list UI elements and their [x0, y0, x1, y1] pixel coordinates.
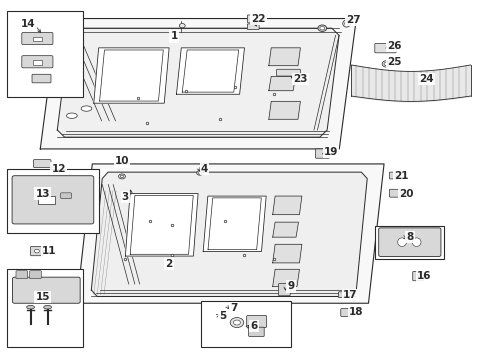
Bar — [7, 12, 83, 97]
Ellipse shape — [397, 238, 406, 247]
FancyBboxPatch shape — [61, 193, 71, 199]
Bar — [374, 226, 443, 258]
Text: 13: 13 — [36, 189, 50, 199]
FancyBboxPatch shape — [33, 159, 51, 167]
FancyBboxPatch shape — [22, 32, 53, 45]
Text: 18: 18 — [348, 307, 363, 317]
Bar — [7, 269, 83, 347]
Bar — [33, 37, 41, 41]
Polygon shape — [94, 48, 169, 103]
Polygon shape — [125, 194, 198, 256]
FancyBboxPatch shape — [276, 69, 300, 76]
Text: 17: 17 — [343, 290, 357, 300]
Text: 11: 11 — [41, 247, 56, 256]
Text: 4: 4 — [201, 163, 208, 174]
Text: 7: 7 — [230, 303, 237, 313]
Ellipse shape — [342, 20, 350, 27]
Polygon shape — [272, 244, 301, 263]
Ellipse shape — [120, 175, 123, 178]
FancyBboxPatch shape — [412, 271, 423, 281]
Ellipse shape — [179, 23, 185, 28]
Ellipse shape — [344, 22, 348, 25]
Ellipse shape — [230, 318, 244, 328]
FancyBboxPatch shape — [13, 277, 80, 303]
Ellipse shape — [233, 320, 240, 325]
FancyBboxPatch shape — [247, 15, 263, 23]
Text: 15: 15 — [36, 292, 50, 302]
Polygon shape — [268, 48, 300, 66]
Text: 27: 27 — [346, 15, 361, 25]
Text: 12: 12 — [51, 163, 66, 174]
Text: 5: 5 — [219, 311, 226, 321]
Ellipse shape — [317, 25, 326, 31]
Bar — [33, 60, 41, 64]
Text: 19: 19 — [323, 147, 338, 157]
Text: 6: 6 — [250, 321, 257, 331]
FancyBboxPatch shape — [374, 44, 395, 53]
Polygon shape — [77, 164, 383, 303]
Ellipse shape — [381, 61, 390, 67]
Text: 20: 20 — [398, 189, 412, 199]
Text: 26: 26 — [386, 41, 401, 51]
Text: 3: 3 — [122, 192, 129, 202]
FancyBboxPatch shape — [338, 292, 348, 297]
FancyBboxPatch shape — [340, 309, 353, 316]
Bar — [7, 168, 99, 233]
Ellipse shape — [118, 174, 125, 179]
Bar — [38, 197, 55, 204]
Ellipse shape — [34, 249, 39, 253]
Polygon shape — [272, 269, 299, 287]
FancyBboxPatch shape — [22, 56, 53, 68]
Ellipse shape — [66, 113, 77, 118]
FancyBboxPatch shape — [30, 271, 41, 279]
Text: 25: 25 — [386, 57, 401, 67]
FancyBboxPatch shape — [32, 74, 51, 83]
Polygon shape — [91, 172, 366, 296]
Text: 16: 16 — [416, 271, 431, 282]
FancyBboxPatch shape — [388, 172, 404, 179]
Polygon shape — [272, 222, 298, 237]
FancyBboxPatch shape — [248, 327, 264, 337]
Polygon shape — [272, 196, 301, 215]
Text: 23: 23 — [293, 74, 307, 84]
FancyBboxPatch shape — [278, 284, 289, 296]
FancyBboxPatch shape — [378, 228, 440, 256]
Ellipse shape — [411, 238, 420, 247]
FancyBboxPatch shape — [12, 176, 94, 224]
Text: 9: 9 — [287, 282, 294, 292]
Ellipse shape — [319, 26, 324, 30]
Text: 24: 24 — [419, 74, 433, 84]
Polygon shape — [268, 76, 295, 91]
FancyBboxPatch shape — [247, 24, 259, 30]
Ellipse shape — [198, 172, 201, 174]
FancyBboxPatch shape — [315, 149, 329, 158]
Text: 8: 8 — [406, 232, 412, 242]
FancyBboxPatch shape — [16, 271, 28, 279]
Bar — [201, 301, 290, 347]
Ellipse shape — [27, 305, 34, 309]
Ellipse shape — [43, 305, 51, 309]
Polygon shape — [40, 18, 356, 149]
Polygon shape — [176, 48, 244, 94]
Text: 10: 10 — [115, 157, 129, 166]
Ellipse shape — [383, 62, 388, 66]
FancyBboxPatch shape — [388, 189, 404, 197]
FancyBboxPatch shape — [246, 315, 266, 328]
Text: 21: 21 — [393, 171, 407, 181]
FancyBboxPatch shape — [30, 247, 43, 256]
Ellipse shape — [196, 171, 203, 175]
Text: 1: 1 — [170, 31, 177, 41]
Text: 22: 22 — [250, 14, 265, 23]
Ellipse shape — [81, 106, 92, 111]
Polygon shape — [203, 196, 265, 251]
Text: 2: 2 — [165, 259, 172, 269]
Polygon shape — [268, 102, 300, 119]
Text: 14: 14 — [21, 18, 35, 28]
Polygon shape — [57, 28, 338, 137]
